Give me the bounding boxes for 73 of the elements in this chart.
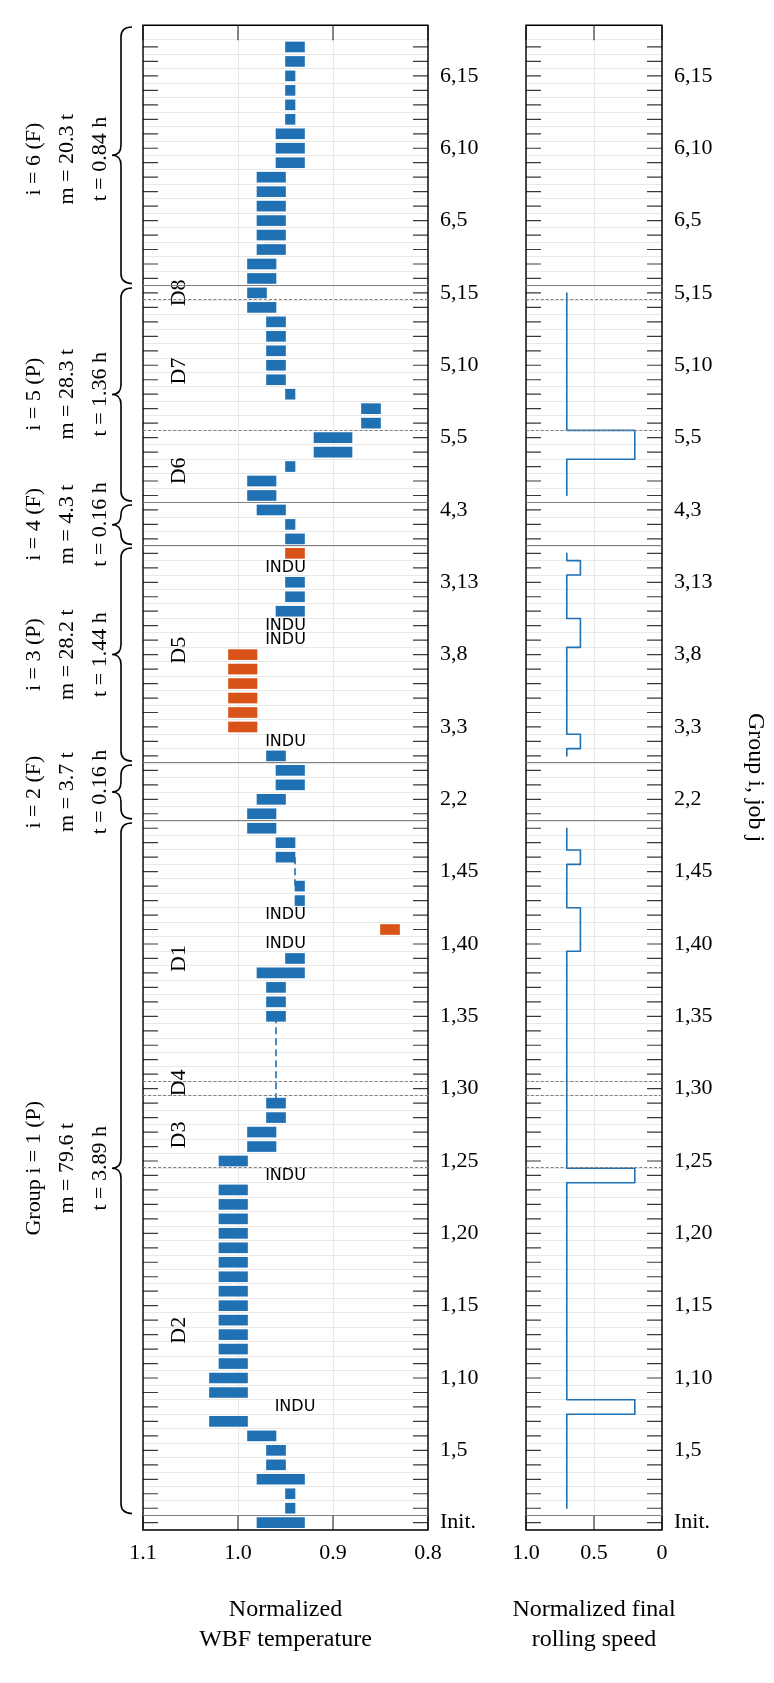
annotation: INDU xyxy=(265,556,306,576)
annotation: D7 xyxy=(164,357,190,385)
y-tick-label: 1,45 xyxy=(440,857,479,883)
y-tick-label: 3,3 xyxy=(674,712,702,738)
y-tick-label: 5,10 xyxy=(674,351,713,377)
y-tick-label: 1,20 xyxy=(674,1219,713,1245)
text: i = 6 (F) m = 20.3 t t = 0.84 h xyxy=(19,113,111,205)
x-tick-label: 1.1 xyxy=(129,1538,157,1564)
x-tick-label: 0 xyxy=(656,1538,668,1564)
y-tick-label: 3,3 xyxy=(440,712,468,738)
y-tick-label: 1,30 xyxy=(674,1074,713,1100)
y-tick-label: 5,15 xyxy=(674,278,713,304)
y-tick-label: 1,45 xyxy=(674,857,713,883)
annotation: INDU xyxy=(265,933,306,953)
y-tick-label: 2,2 xyxy=(674,785,702,811)
annotation: D4 xyxy=(164,1069,190,1097)
y-tick-label: 1,10 xyxy=(674,1363,713,1389)
y-tick-label: 4,3 xyxy=(674,495,702,521)
y-tick-label: 1,25 xyxy=(674,1146,713,1172)
text: i = 4 (F) m = 4.3 t t = 0.16 h xyxy=(19,482,111,567)
annotation: INDU xyxy=(265,629,306,649)
y-tick-label: 5,5 xyxy=(440,423,468,449)
y-tick-label: 6,5 xyxy=(674,206,702,232)
y-tick-label: 1,15 xyxy=(674,1291,713,1317)
y-tick-label: 6,15 xyxy=(674,61,713,87)
y-tick-label: 1,15 xyxy=(440,1291,479,1317)
y-tick-label: 1,30 xyxy=(440,1074,479,1100)
x-axis-title: Normalized final rolling speed xyxy=(512,1595,676,1652)
annotation: D8 xyxy=(164,279,190,307)
y-tick-label: Init. xyxy=(674,1508,711,1534)
y-tick-label: 6,10 xyxy=(674,134,713,160)
y-tick-label: 5,15 xyxy=(440,278,479,304)
y-tick-label: 1,40 xyxy=(674,929,713,955)
text: Group i = 1 (P) m = 79.6 t t = 3.89 h xyxy=(19,1100,111,1236)
y-tick-label: 6,15 xyxy=(440,61,479,87)
x-tick-label: 1.0 xyxy=(224,1538,252,1564)
text: i = 2 (F) m = 3.7 t t = 0.16 h xyxy=(19,749,111,835)
y-axis-title: Group i, job j xyxy=(744,712,771,843)
y-tick-label: 3,13 xyxy=(440,568,479,594)
y-tick-label: 1,40 xyxy=(440,929,479,955)
annotation: D1 xyxy=(164,945,190,972)
text: i = 3 (P) m = 28.2 t t = 1.44 h xyxy=(19,609,111,700)
x-axis-title: Normalized WBF temperature xyxy=(199,1595,372,1652)
y-tick-label: 1,25 xyxy=(440,1146,479,1172)
annotation: D6 xyxy=(164,457,190,485)
y-tick-label: 1,5 xyxy=(674,1436,702,1462)
y-tick-label: 2,2 xyxy=(440,785,468,811)
y-tick-label: 5,5 xyxy=(674,423,702,449)
annotation: INDU xyxy=(265,730,306,750)
text: i = 5 (P) m = 28.3 t t = 1.36 h xyxy=(19,348,111,440)
y-tick-label: 6,10 xyxy=(440,134,479,160)
annotation: INDU xyxy=(265,1164,306,1184)
annotation: D2 xyxy=(164,1316,190,1344)
annotation: D5 xyxy=(164,636,190,664)
x-tick-label: 0.5 xyxy=(580,1538,608,1564)
y-tick-label: 1,35 xyxy=(674,1002,713,1028)
x-tick-label: 1.0 xyxy=(512,1538,540,1564)
y-tick-label: 1,20 xyxy=(440,1219,479,1245)
y-tick-label: 1,35 xyxy=(440,1002,479,1028)
y-tick-label: 3,8 xyxy=(674,640,702,666)
annotation: D3 xyxy=(164,1121,190,1149)
x-tick-label: 0.9 xyxy=(319,1538,347,1564)
y-tick-label: 4,3 xyxy=(440,495,468,521)
annotation: INDU xyxy=(274,1396,316,1416)
y-tick-label: 3,13 xyxy=(674,568,713,594)
y-tick-label: 1,10 xyxy=(440,1363,479,1389)
y-tick-label: 5,10 xyxy=(440,351,479,377)
y-tick-label: Init. xyxy=(440,1508,477,1534)
y-tick-label: 6,5 xyxy=(440,206,468,232)
y-tick-label: 1,5 xyxy=(440,1436,468,1462)
annotation: INDU xyxy=(265,904,306,924)
x-tick-label: 0.8 xyxy=(414,1538,442,1564)
y-tick-label: 3,8 xyxy=(440,640,468,666)
